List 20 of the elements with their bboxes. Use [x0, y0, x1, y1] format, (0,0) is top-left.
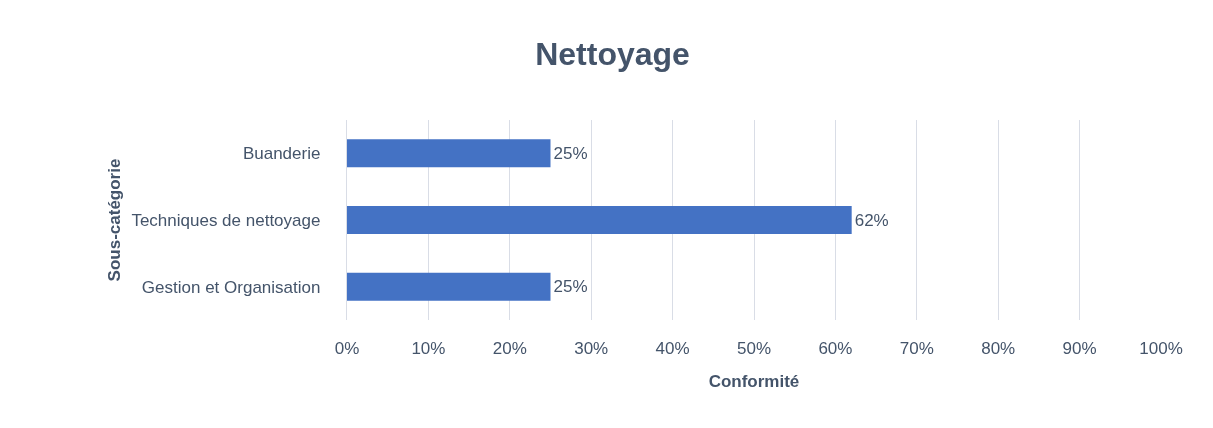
x-tick-label: 90% — [1062, 339, 1097, 358]
x-tick-label: 10% — [411, 339, 446, 358]
y-axis-title: Sous-catégorie — [104, 158, 124, 282]
data-label: 62% — [854, 210, 889, 230]
x-tick-label: 40% — [655, 339, 690, 358]
chart-title: Nettoyage — [535, 36, 690, 73]
y-tick-label: Gestion et Organisation — [141, 277, 321, 297]
x-tick-label: 80% — [981, 339, 1016, 358]
x-tick-label: 30% — [574, 339, 609, 358]
x-tick-label: 50% — [736, 339, 772, 358]
x-tick-label: 20% — [492, 339, 527, 358]
x-tick-label: 60% — [818, 339, 853, 358]
x-axis-title: Conformité — [708, 372, 800, 392]
x-tick-label: 0% — [334, 339, 360, 358]
y-tick-label: Techniques de nettoyage — [131, 210, 321, 230]
data-label: 25% — [553, 277, 588, 297]
x-tick-label: 70% — [899, 339, 934, 358]
x-tick-label: 100% — [1139, 339, 1183, 358]
data-label: 25% — [553, 143, 588, 163]
y-tick-label: Buanderie — [242, 144, 321, 164]
